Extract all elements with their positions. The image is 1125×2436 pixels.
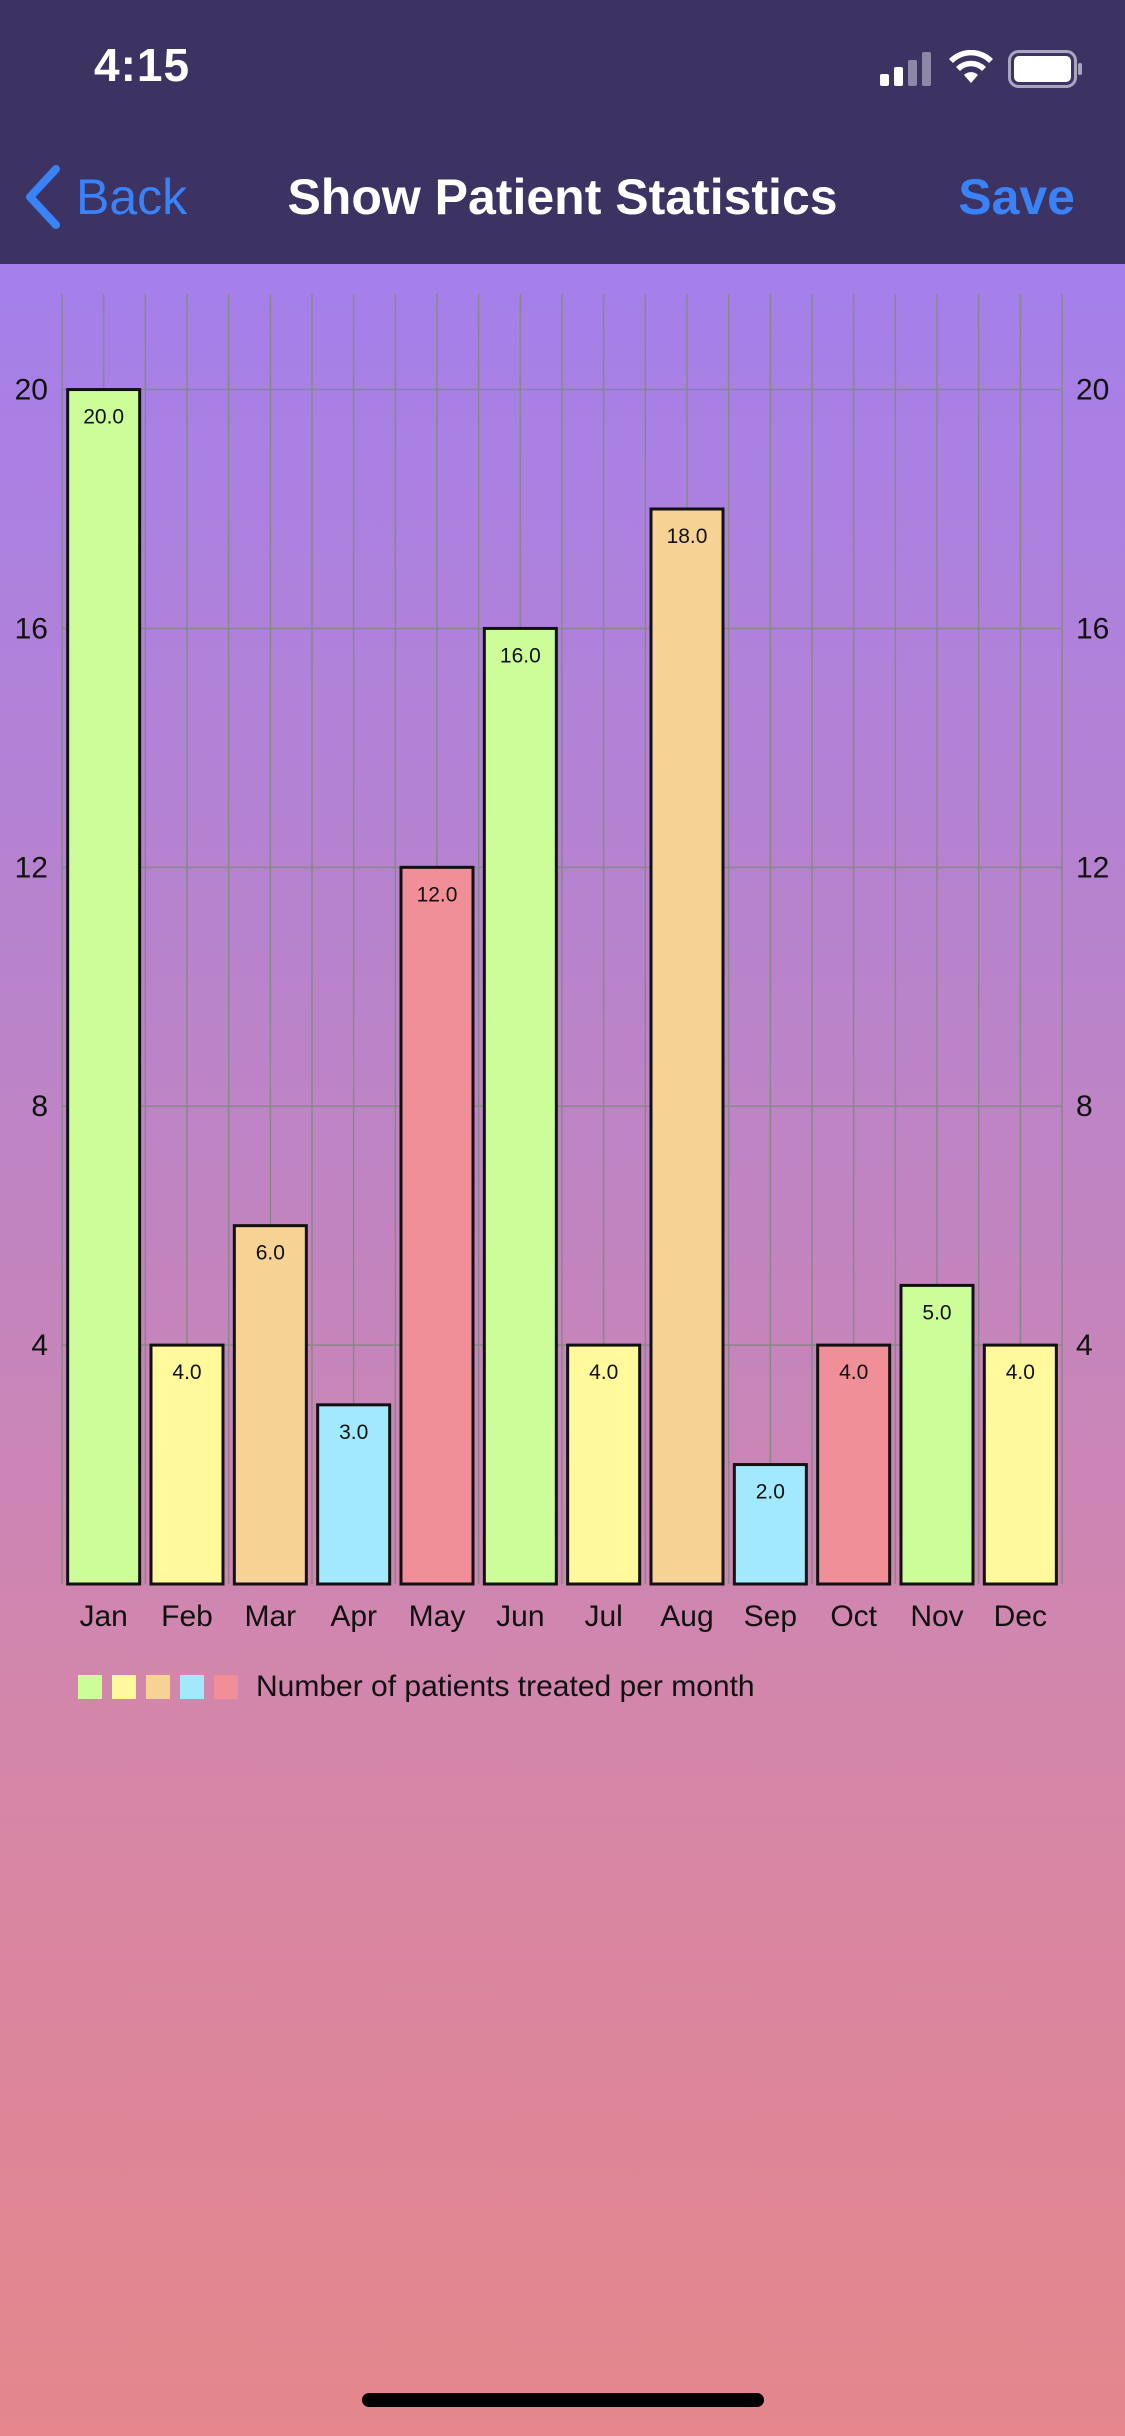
bar-nov <box>899 1283 975 1586</box>
data-label: 4.0 <box>839 1361 868 1384</box>
x-tick-label: Dec <box>994 1600 1047 1633</box>
cellular-signal-icon <box>880 52 931 86</box>
x-tick-label: Oct <box>830 1600 877 1633</box>
x-tick-label: Feb <box>161 1600 213 1633</box>
data-label: 18.0 <box>667 525 708 548</box>
data-label: 6.0 <box>256 1242 285 1265</box>
data-label: 2.0 <box>756 1481 785 1504</box>
legend-swatch-blue <box>180 1675 204 1699</box>
data-label: 3.0 <box>339 1421 368 1444</box>
x-tick-label: Jul <box>584 1600 622 1633</box>
bar-jun <box>482 626 558 1586</box>
x-tick-label: Jun <box>496 1600 544 1633</box>
bar-mar <box>232 1224 308 1586</box>
save-button[interactable]: Save <box>958 169 1075 225</box>
bar-sep <box>732 1463 808 1586</box>
wifi-icon <box>949 50 993 83</box>
page-title: Show Patient Statistics <box>287 169 838 225</box>
y-tick-label-right: 20 <box>1076 374 1109 407</box>
bar-chart: 4 4 8 8 12 12 16 16 20 20 20.0 Jan 4.0 Feb 6.0 Mar 3.0 Ap… <box>15 294 1109 1633</box>
bar-jul <box>566 1343 642 1586</box>
y-tick-label-right: 16 <box>1076 612 1109 645</box>
y-tick-label-right: 4 <box>1076 1329 1093 1362</box>
back-button-label: Back <box>76 169 188 225</box>
back-button[interactable]: Back <box>22 162 187 232</box>
data-label: 20.0 <box>83 406 124 429</box>
data-label: 12.0 <box>417 883 458 906</box>
bar-feb <box>149 1343 225 1586</box>
data-label: 5.0 <box>922 1301 951 1324</box>
data-label: 4.0 <box>172 1361 201 1384</box>
bar-may <box>399 865 475 1586</box>
bar-dec <box>982 1343 1058 1586</box>
data-label: 16.0 <box>500 644 541 667</box>
x-tick-label: May <box>409 1600 466 1633</box>
x-tick-label: Apr <box>330 1600 377 1633</box>
legend-swatch-orange <box>146 1675 170 1699</box>
bar-oct <box>816 1343 892 1586</box>
bar-aug <box>649 507 725 1586</box>
x-tick-label: Mar <box>244 1600 296 1633</box>
chevron-left-icon <box>26 165 60 229</box>
status-bar: 4:15 <box>0 0 1125 132</box>
data-label: 4.0 <box>1006 1361 1035 1384</box>
y-tick-label-left: 16 <box>15 612 48 645</box>
navigation-bar: Back Show Patient Statistics Save <box>0 132 1125 264</box>
y-tick-label-left: 4 <box>31 1329 48 1362</box>
chart-legend: Number of patients treated per month <box>78 1670 755 1704</box>
legend-swatch-green <box>78 1675 102 1699</box>
status-time: 4:15 <box>94 39 191 91</box>
legend-label: Number of patients treated per month <box>256 1670 755 1703</box>
battery-icon <box>1008 50 1082 88</box>
x-tick-label: Jan <box>79 1600 127 1633</box>
y-tick-label-left: 12 <box>15 851 48 884</box>
y-tick-label-right: 12 <box>1076 851 1109 884</box>
y-tick-label-left: 8 <box>31 1090 48 1123</box>
bar-apr <box>316 1403 392 1586</box>
y-tick-label-left: 20 <box>15 374 48 407</box>
data-label: 4.0 <box>589 1361 618 1384</box>
y-tick-label-right: 8 <box>1076 1090 1093 1123</box>
bar-jan <box>66 388 142 1586</box>
legend-swatch-pink <box>214 1675 238 1699</box>
legend-swatch-yellow <box>112 1675 136 1699</box>
x-tick-label: Nov <box>910 1600 963 1633</box>
x-tick-label: Sep <box>744 1600 797 1633</box>
home-indicator <box>362 2393 764 2407</box>
x-tick-label: Aug <box>660 1600 713 1633</box>
